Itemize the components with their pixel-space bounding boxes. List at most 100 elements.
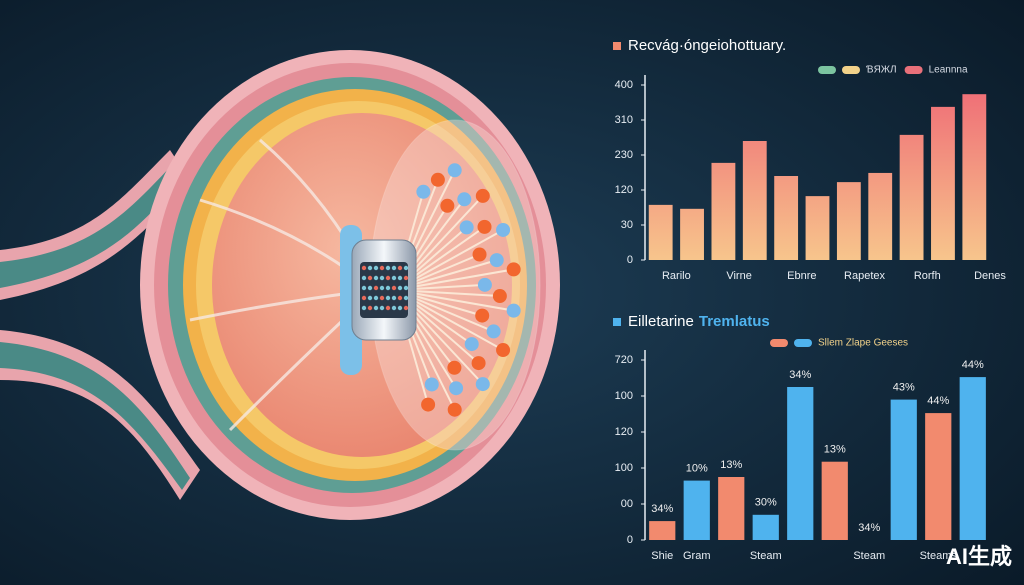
bar <box>742 141 767 260</box>
particle <box>447 163 462 178</box>
particle <box>496 222 511 237</box>
bead <box>367 265 373 271</box>
bar <box>711 162 736 260</box>
legend-swatch <box>794 339 812 347</box>
bead <box>379 265 385 271</box>
particle <box>492 289 507 304</box>
bar <box>890 399 917 540</box>
y-tick-label: 00 <box>621 498 633 510</box>
y-tick-label: 30 <box>621 219 633 231</box>
legend-swatch <box>904 66 923 74</box>
legend-label: Leannna <box>929 65 968 76</box>
annotation: 34% <box>789 369 811 381</box>
bar <box>836 182 861 260</box>
y-tick-label: 0 <box>627 254 633 266</box>
bead <box>397 285 403 291</box>
y-tick-label: 100 <box>615 390 633 402</box>
annotation: 13% <box>720 459 742 471</box>
bar <box>774 176 799 260</box>
bar <box>718 477 745 540</box>
x-tick-label: Gram <box>683 550 711 562</box>
bar <box>925 413 952 540</box>
annotation: 34% <box>858 522 880 534</box>
bead <box>403 295 409 301</box>
particle <box>472 247 487 262</box>
bead <box>391 295 397 301</box>
legend-swatch <box>770 339 788 347</box>
bar <box>962 94 987 260</box>
bar <box>959 377 986 540</box>
bar <box>868 172 893 260</box>
bar <box>649 521 676 540</box>
x-tick-label: Steams <box>920 550 958 562</box>
bead <box>391 275 397 281</box>
bar <box>648 204 673 260</box>
particle <box>471 356 486 371</box>
bead <box>361 285 367 291</box>
bead <box>379 295 385 301</box>
chart-title-highlight: Tremlatus <box>699 313 770 330</box>
particle <box>489 253 504 268</box>
bead <box>361 305 367 311</box>
particle <box>430 172 445 187</box>
bead <box>367 305 373 311</box>
bead <box>379 285 385 291</box>
particle <box>477 219 492 234</box>
bead <box>373 265 379 271</box>
particle <box>447 402 462 417</box>
y-tick-label: 120 <box>615 426 633 438</box>
particle <box>449 381 464 396</box>
particle <box>496 343 511 358</box>
bead <box>367 275 373 281</box>
particle <box>475 377 490 392</box>
x-tick-label: Steam <box>853 550 885 562</box>
annotation: 34% <box>651 503 673 515</box>
particle <box>457 192 472 207</box>
eye-illustration <box>0 50 560 520</box>
bead <box>403 265 409 271</box>
particle <box>459 220 474 235</box>
particle <box>475 188 490 203</box>
annotation: 10% <box>686 463 708 475</box>
bar <box>931 106 955 260</box>
bead <box>379 305 385 311</box>
x-tick-label: Rapetex <box>844 270 885 282</box>
particle <box>416 184 431 199</box>
bar <box>752 514 779 540</box>
particle <box>447 360 462 375</box>
x-tick-label: Rorfh <box>914 270 941 282</box>
particle <box>486 324 501 339</box>
bar <box>899 134 924 260</box>
x-tick-label: Shie <box>651 550 673 562</box>
bead <box>373 275 379 281</box>
y-tick-label: 0 <box>627 534 633 546</box>
bead <box>385 285 391 291</box>
y-tick-label: 720 <box>615 354 633 366</box>
y-tick-label: 400 <box>615 79 633 91</box>
bead <box>385 295 391 301</box>
bar <box>805 196 830 260</box>
y-tick-label: 100 <box>615 462 633 474</box>
bead <box>385 265 391 271</box>
annotation: 43% <box>893 382 915 394</box>
bead <box>361 265 367 271</box>
x-tick-label: Ebnre <box>787 270 816 282</box>
bar <box>821 461 848 540</box>
legend-swatch <box>842 66 860 74</box>
bead <box>367 295 373 301</box>
bead <box>385 275 391 281</box>
bead <box>397 265 403 271</box>
bead <box>361 275 367 281</box>
particle <box>477 277 492 292</box>
y-tick-label: 230 <box>615 149 633 161</box>
bead <box>367 285 373 291</box>
bead <box>397 305 403 311</box>
particle <box>475 308 490 323</box>
bead <box>403 305 409 311</box>
bead <box>403 285 409 291</box>
bead <box>391 265 397 271</box>
title-marker <box>613 42 621 50</box>
particle <box>506 303 521 318</box>
x-tick-label: Rarilo <box>662 270 691 282</box>
